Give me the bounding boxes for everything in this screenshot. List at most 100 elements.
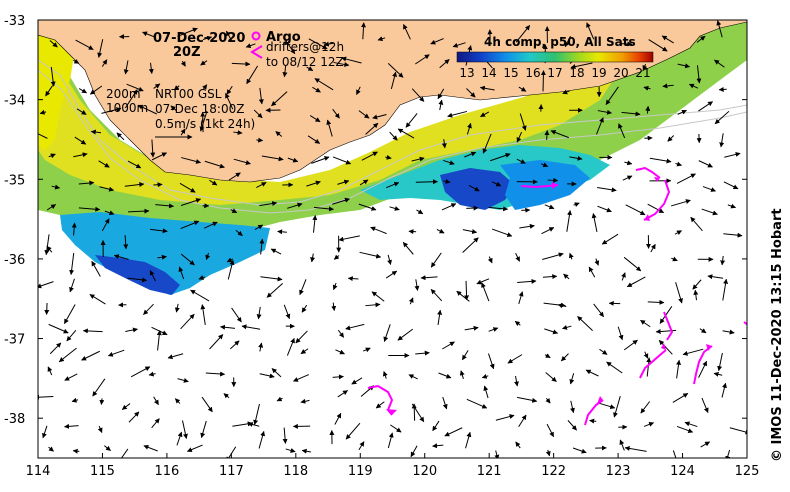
current-arrow: [569, 155, 583, 161]
current-arrow: [700, 441, 711, 448]
current-arrow: [462, 237, 479, 253]
colorbar: [456, 51, 654, 63]
current-arrow: [724, 151, 741, 158]
current-product-label: NRT00 GSL: [155, 87, 222, 101]
current-arrow: [690, 216, 703, 232]
current-arrow: [640, 401, 651, 414]
current-arrow: [540, 70, 546, 92]
current-arrow: [74, 136, 87, 145]
current-arrow: [562, 89, 570, 95]
current-arrow: [258, 430, 266, 449]
current-arrow: [693, 289, 699, 301]
current-arrow: [301, 448, 311, 454]
argo-symbol: [251, 31, 261, 41]
current-arrow: [155, 203, 175, 209]
current-arrow: [720, 255, 726, 266]
current-arrow: [658, 340, 673, 355]
contour-1000m-label: 1000m: [106, 101, 148, 115]
y-tick-label: -35: [4, 173, 25, 188]
current-arrow: [259, 238, 265, 255]
current-scale-label: 0.5m/s (1kt 24h): [155, 117, 255, 131]
current-arrow: [351, 377, 363, 385]
current-arrow: [557, 303, 567, 309]
current-arrow: [698, 160, 713, 168]
drifter-symbol: [250, 45, 263, 59]
current-arrow: [247, 422, 260, 427]
current-arrow: [220, 324, 236, 330]
current-arrow: [338, 235, 360, 242]
current-arrow: [227, 259, 235, 280]
current-arrow: [662, 83, 674, 89]
current-arrow: [48, 323, 69, 334]
current-arrow: [591, 213, 598, 232]
current-arrow: [721, 382, 727, 398]
current-arrow: [550, 130, 569, 139]
current-arrow: [256, 306, 262, 320]
current-arrow: [487, 256, 493, 264]
current-arrow: [365, 302, 381, 308]
sst-yellow-patch-west: [38, 30, 75, 150]
current-arrow: [397, 128, 415, 139]
current-arrow: [518, 414, 527, 427]
current-arrow: [411, 403, 417, 421]
current-arrow: [312, 86, 321, 93]
current-arrow: [542, 252, 564, 260]
current-arrow: [618, 123, 626, 139]
current-arrow: [332, 374, 344, 380]
x-tick-label: 117: [219, 464, 244, 479]
current-arrow: [625, 204, 646, 216]
current-arrow: [437, 309, 443, 326]
current-arrow: [456, 290, 470, 302]
current-arrow: [397, 328, 414, 341]
current-arrow: [205, 371, 226, 377]
current-arrow: [200, 304, 206, 326]
current-arrow: [390, 71, 397, 90]
current-arrow: [415, 179, 438, 185]
current-arrow: [408, 229, 417, 235]
current-arrow: [333, 61, 350, 67]
current-arrow: [282, 65, 288, 78]
current-arrow: [101, 59, 108, 67]
current-arrow: [128, 208, 150, 214]
current-arrow: [180, 220, 200, 230]
current-arrow: [676, 425, 694, 433]
current-arrow: [464, 151, 477, 158]
current-arrow: [714, 59, 725, 68]
current-arrow: [696, 35, 706, 43]
current-arrow: [334, 412, 342, 425]
current-arrow: [696, 65, 702, 84]
current-arrow: [441, 203, 457, 211]
current-arrow: [642, 64, 648, 71]
current-arrow: [482, 133, 492, 154]
current-arrow: [258, 87, 264, 105]
current-arrow: [597, 402, 616, 410]
current-arrow: [443, 159, 455, 166]
current-arrow: [89, 85, 103, 95]
current-arrow: [452, 42, 466, 48]
current-arrow: [408, 374, 418, 380]
current-arrow: [45, 85, 54, 97]
current-arrow: [385, 154, 392, 160]
current-arrow: [516, 131, 523, 143]
current-arrow: [671, 199, 691, 207]
sst-cold-west: [95, 255, 180, 295]
current-arrow: [447, 110, 468, 118]
current-arrow: [46, 245, 53, 253]
current-arrow: [200, 420, 207, 439]
colorbar-tick-label: 16: [525, 66, 540, 80]
colorbar-tick-label: 20: [613, 66, 628, 80]
current-arrow: [292, 374, 309, 382]
current-arrow: [123, 235, 129, 250]
current-arrow: [177, 27, 198, 37]
current-arrow: [123, 60, 129, 75]
current-arrow: [137, 104, 158, 115]
current-arrow: [468, 184, 480, 192]
current-arrow: [359, 251, 382, 259]
current-arrow: [389, 206, 400, 211]
current-arrow: [120, 448, 129, 458]
y-tick-label: -34: [4, 94, 25, 109]
current-arrow: [624, 445, 647, 452]
current-arrow: [261, 155, 284, 162]
sst-blue-east: [500, 160, 590, 210]
current-arrow: [307, 135, 321, 144]
